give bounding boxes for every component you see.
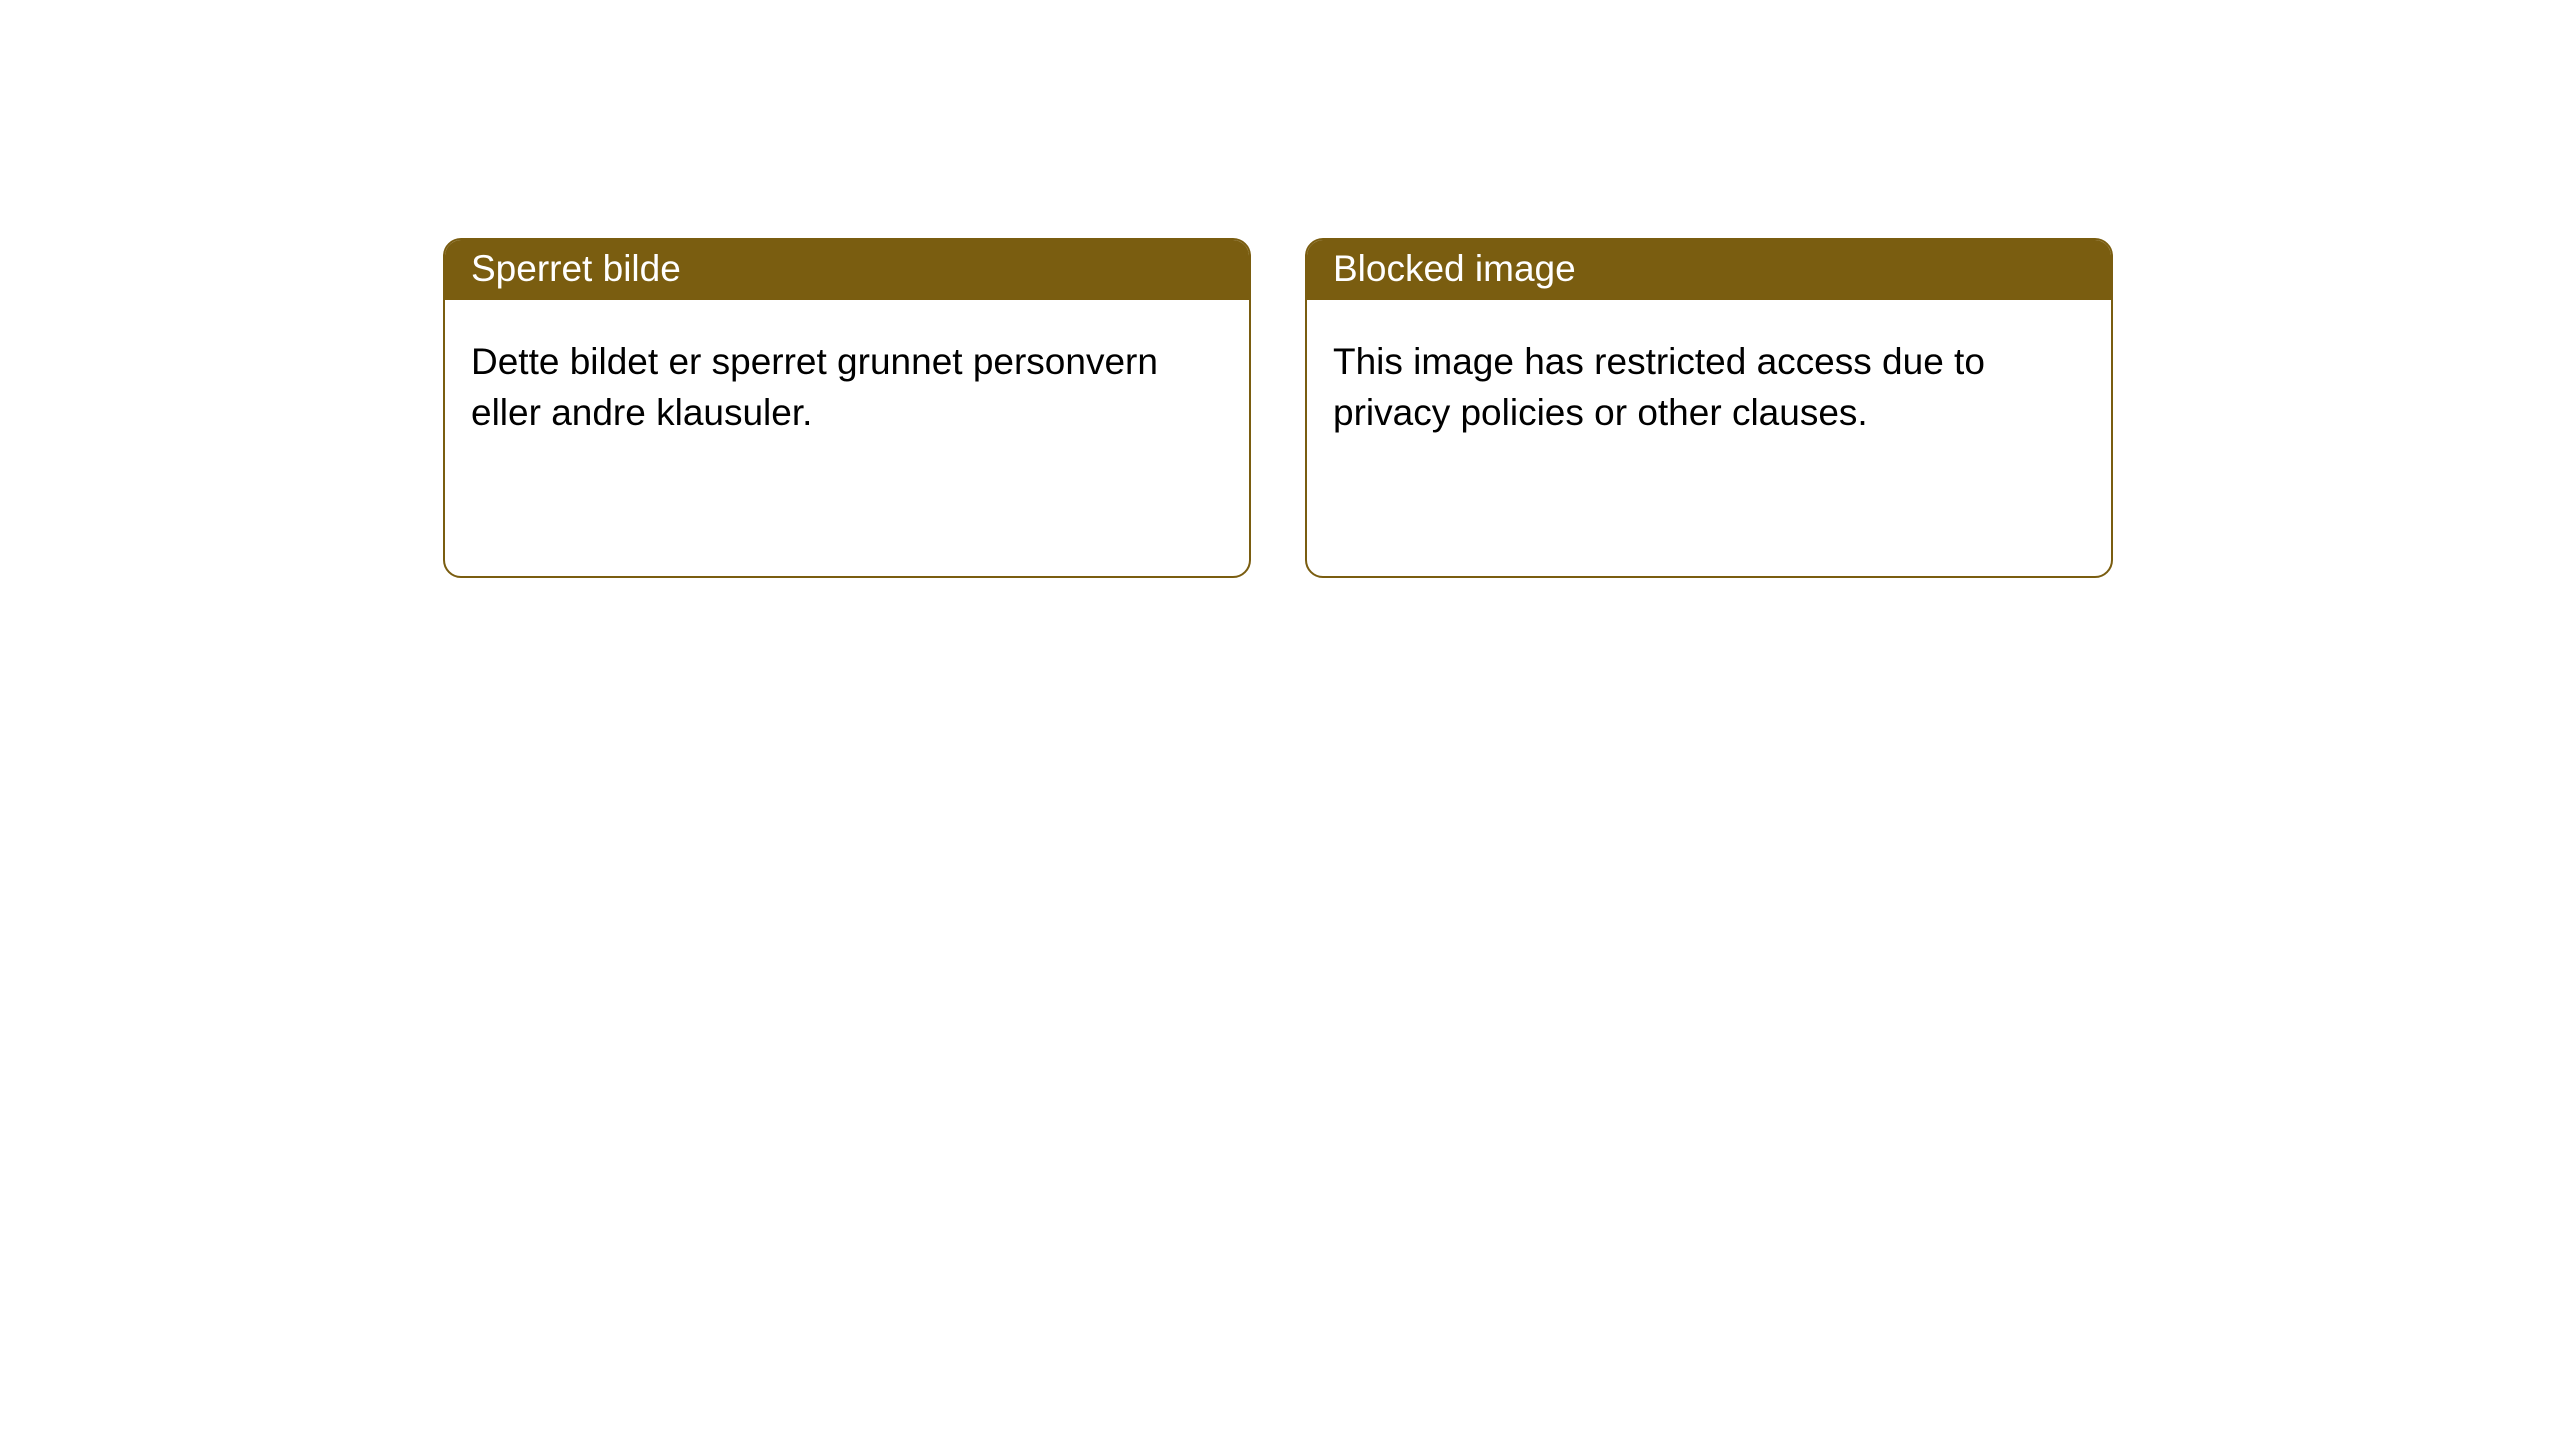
- notice-container: Sperret bilde Dette bildet er sperret gr…: [0, 0, 2560, 578]
- notice-card-norwegian: Sperret bilde Dette bildet er sperret gr…: [443, 238, 1251, 578]
- notice-header: Sperret bilde: [445, 240, 1249, 300]
- notice-body: Dette bildet er sperret grunnet personve…: [445, 300, 1249, 474]
- notice-body: This image has restricted access due to …: [1307, 300, 2111, 474]
- notice-header: Blocked image: [1307, 240, 2111, 300]
- notice-card-english: Blocked image This image has restricted …: [1305, 238, 2113, 578]
